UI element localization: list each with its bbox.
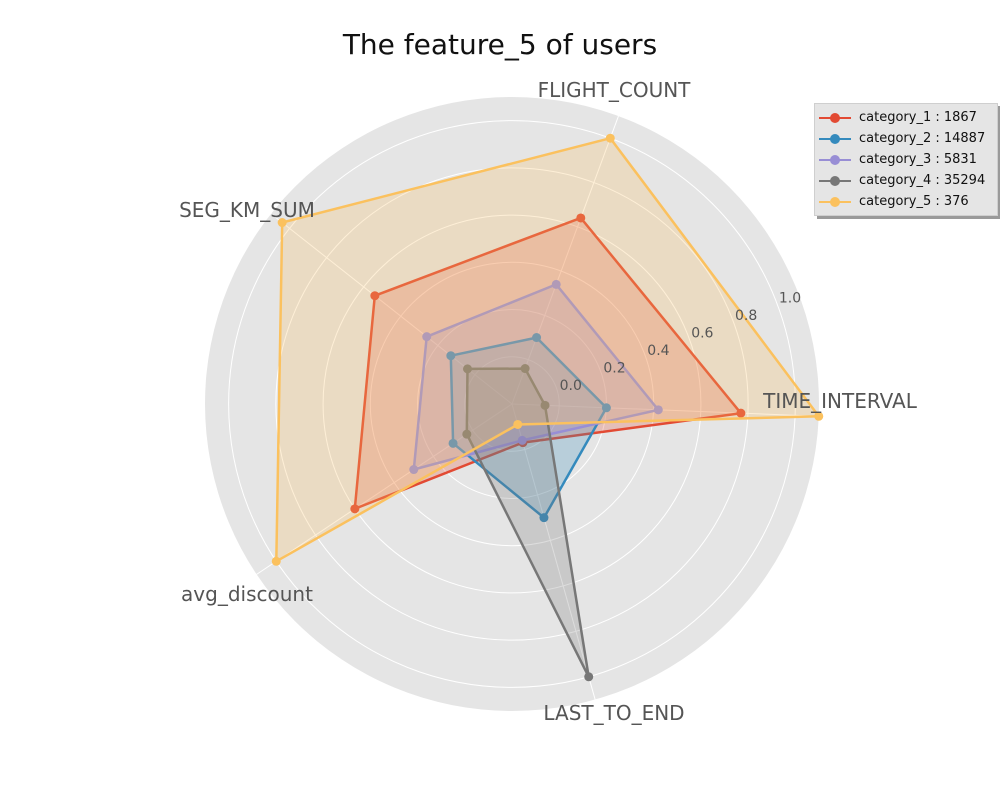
legend-swatch xyxy=(819,175,851,187)
series-fill xyxy=(276,138,819,562)
data-point xyxy=(513,419,523,429)
legend-label: category_5 : 376 xyxy=(859,194,969,209)
data-point xyxy=(584,672,594,682)
legend-swatch xyxy=(819,133,851,145)
legend-label: category_1 : 1867 xyxy=(859,110,977,125)
legend-item: category_2 : 14887 xyxy=(815,128,997,149)
data-point xyxy=(532,333,542,343)
legend-swatch xyxy=(819,196,851,208)
data-point xyxy=(446,351,456,361)
tick-labels: 0.0 0.2 0.4 0.6 0.8 1.0 xyxy=(560,290,802,394)
axis-label: avg_discount xyxy=(181,582,313,606)
legend-item: category_4 : 35294 xyxy=(815,170,997,191)
grid-circle xyxy=(275,167,749,641)
data-point xyxy=(539,513,549,523)
data-point xyxy=(520,364,530,374)
axis-label: FLIGHT_COUNT xyxy=(538,78,692,102)
data-point xyxy=(517,435,527,445)
axis-label: LAST_TO_END xyxy=(543,701,684,725)
grid-layer xyxy=(228,115,819,700)
series-line xyxy=(412,283,660,471)
tick-label: 0.0 xyxy=(560,378,582,394)
data-point xyxy=(422,332,432,342)
data-point xyxy=(277,218,287,228)
grid-spoke xyxy=(511,403,596,700)
data-point xyxy=(551,279,561,289)
axis-labels: TIME_INTERVAL FLIGHT_COUNT SEG_KM_SUM avg_d… xyxy=(179,78,918,725)
legend-label: category_4 : 35294 xyxy=(859,173,986,188)
grid-spoke xyxy=(511,403,819,417)
axis-label: SEG_KM_SUM xyxy=(179,198,315,222)
series-fill xyxy=(354,217,741,509)
data-point xyxy=(601,403,611,413)
legend-item: category_1 : 1867 xyxy=(815,107,997,128)
series-line xyxy=(449,336,608,519)
legend-item: category_5 : 376 xyxy=(815,191,997,212)
grid-spoke xyxy=(270,213,513,405)
grid-circle xyxy=(464,356,560,452)
data-point xyxy=(370,291,380,301)
series-layer xyxy=(271,133,824,682)
legend-item: category_3 : 5831 xyxy=(815,149,997,170)
series-line xyxy=(275,136,821,563)
legend-label: category_3 : 5831 xyxy=(859,152,977,167)
legend-label: category_2 : 14887 xyxy=(859,131,986,146)
legend-swatch xyxy=(819,112,851,124)
legend-swatch xyxy=(819,154,851,166)
data-point xyxy=(576,213,586,223)
chart-title: The feature_5 of users xyxy=(342,28,658,61)
grid-spoke xyxy=(511,115,619,405)
series-line xyxy=(465,367,590,679)
axis-label: TIME_INTERVAL xyxy=(762,389,918,413)
tick-label: 0.4 xyxy=(647,343,669,359)
tick-label: 0.2 xyxy=(603,361,625,377)
data-point xyxy=(448,438,458,448)
tick-label: 1.0 xyxy=(779,290,801,306)
data-point xyxy=(350,504,360,514)
data-point xyxy=(271,556,281,566)
data-point xyxy=(463,364,473,374)
data-point xyxy=(605,133,615,143)
data-point xyxy=(540,400,550,410)
series-fill xyxy=(466,368,589,677)
data-point xyxy=(814,411,824,421)
tick-label: 0.8 xyxy=(735,308,757,324)
tick-label: 0.6 xyxy=(691,325,713,341)
data-point xyxy=(409,465,419,475)
series-line xyxy=(353,216,743,511)
legend: category_1 : 1867 category_2 : 14887 categ… xyxy=(814,103,998,216)
data-point xyxy=(736,408,746,418)
grid-circle xyxy=(322,214,702,594)
grid-circle xyxy=(228,120,796,688)
data-point xyxy=(653,405,663,415)
data-point xyxy=(462,429,472,439)
